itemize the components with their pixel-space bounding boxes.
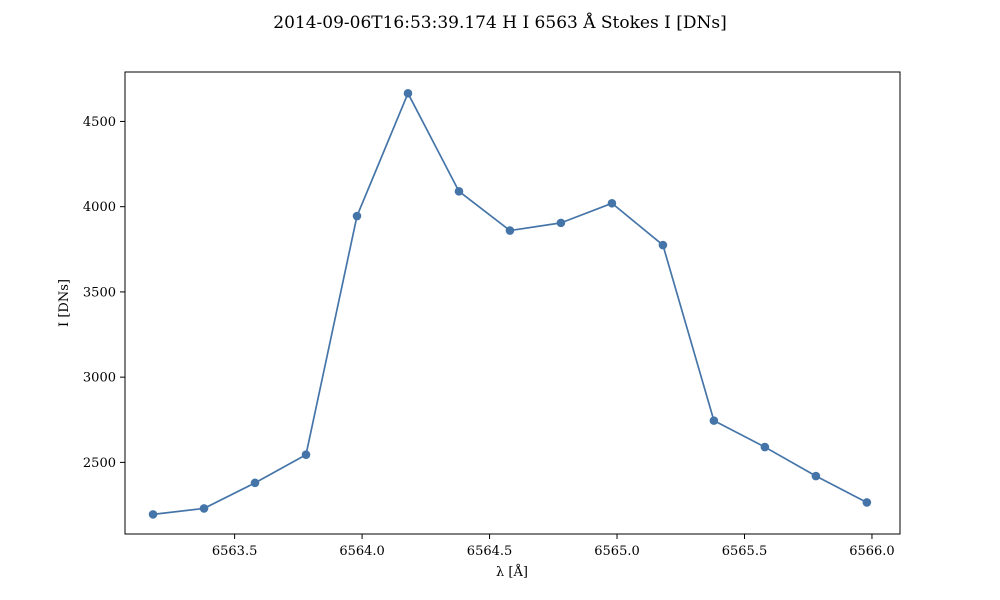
data-point: [556, 218, 566, 228]
data-point: [862, 498, 872, 507]
plot-area: 6563.5 6564.0 6564.5 6565.0 6565.5 6566.0 2500…: [83, 71, 901, 559]
data-point: [352, 211, 362, 221]
data-point: [658, 240, 668, 250]
plot-frame: [124, 71, 901, 535]
y-tick-label: 3000: [83, 371, 116, 386]
x-tick-label: 6565.0: [594, 544, 640, 559]
data-point: [403, 89, 413, 98]
y-tick-label: 2500: [83, 456, 116, 471]
data-point: [811, 471, 821, 481]
data-point: [760, 442, 770, 452]
data-point: [505, 226, 515, 235]
data-point: [709, 416, 719, 425]
data-point: [301, 450, 311, 460]
data-point: [250, 478, 260, 488]
x-tick-label: 6566.0: [849, 544, 895, 559]
x-axis-title: λ [Å]: [496, 564, 528, 580]
data-point: [148, 510, 158, 519]
x-tick-label: 6565.5: [722, 544, 768, 559]
x-tick-label: 6564.5: [467, 544, 513, 559]
series-line: [152, 92, 868, 516]
x-tick-label: 6564.0: [339, 544, 385, 559]
y-axis-title: I [DNs]: [57, 279, 72, 327]
y-tick-label: 3500: [83, 285, 116, 300]
data-point: [454, 187, 464, 196]
y-tick-label: 4500: [83, 115, 116, 130]
data-point: [199, 504, 209, 513]
data-point: [607, 198, 617, 208]
chart-title: 2014-09-06T16:53:39.174 H I 6563 Å Stoke…: [273, 12, 726, 33]
y-tick-label: 4000: [83, 200, 116, 215]
x-tick-label: 6563.5: [212, 544, 258, 559]
